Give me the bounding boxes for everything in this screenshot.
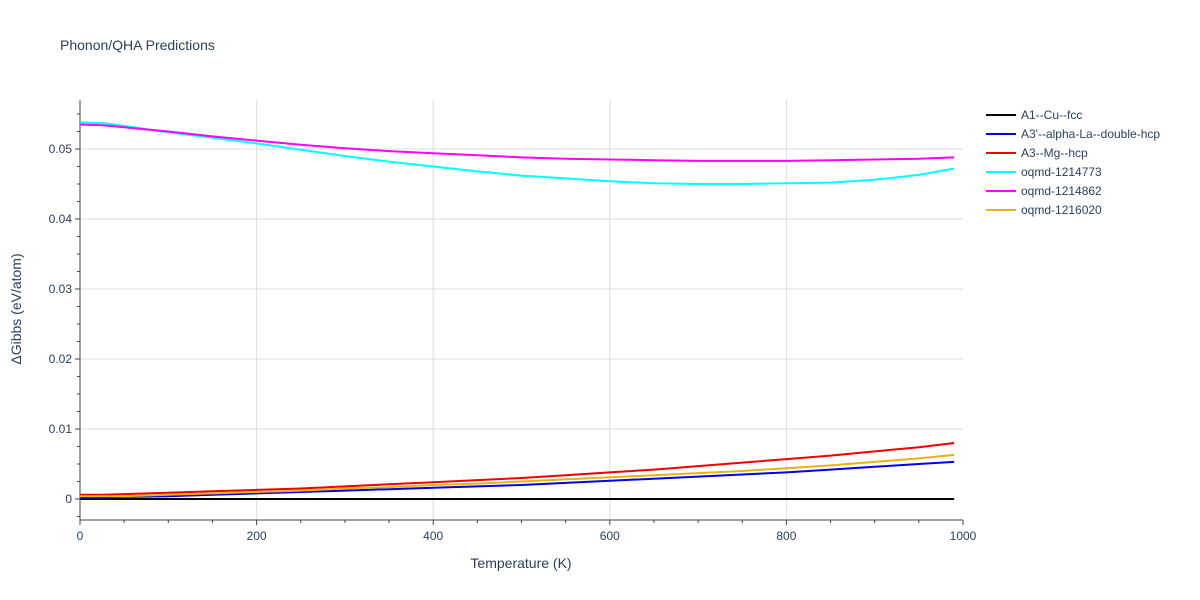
x-tick-label: 600: [600, 529, 620, 543]
legend-item[interactable]: oqmd-1216020: [986, 203, 1102, 217]
x-tick-label: 0: [77, 529, 84, 543]
legend-label: A3'--alpha-La--double-hcp: [1021, 127, 1160, 141]
legend-label: oqmd-1216020: [1021, 203, 1102, 217]
legend-item[interactable]: A1--Cu--fcc: [986, 108, 1082, 122]
legend-label: A1--Cu--fcc: [1021, 108, 1082, 122]
series-line-5: [79, 123, 955, 162]
legend-label: oqmd-1214773: [1021, 165, 1102, 179]
y-tick-label: 0.04: [49, 212, 73, 226]
series-lines: [79, 121, 955, 500]
y-tick-label: 0.05: [49, 142, 73, 156]
y-tick-label: 0.01: [49, 422, 73, 436]
legend[interactable]: A1--Cu--fcc A3'--alpha-La--double-hcp A3--…: [986, 108, 1160, 217]
y-tick-label: 0.03: [49, 282, 73, 296]
y-tick-label: 0.02: [49, 352, 73, 366]
chart-title: Phonon/QHA Predictions: [60, 37, 215, 53]
series-line-6: [80, 453, 955, 498]
legend-label: A3--Mg--hcp: [1021, 146, 1088, 160]
series-line-3: [80, 442, 955, 496]
series-line-2: [80, 460, 955, 499]
legend-label: oqmd-1214862: [1021, 184, 1102, 198]
x-tick-label: 200: [247, 529, 267, 543]
legend-item[interactable]: A3--Mg--hcp: [986, 146, 1088, 160]
series-line-4: [79, 121, 955, 185]
x-tick-label: 1000: [950, 529, 977, 543]
y-tick-label: 0: [65, 492, 72, 506]
legend-item[interactable]: oqmd-1214862: [986, 184, 1102, 198]
y-axis-title: ΔGibbs (eV/atom): [8, 253, 24, 364]
grid: [80, 100, 963, 520]
axes: 0 200 400 600 800 1000 0 0.01 0.02 0.03 0.04 0.05: [49, 100, 977, 543]
x-axis-title: Temperature (K): [470, 555, 571, 571]
x-tick-label: 800: [776, 529, 796, 543]
legend-item[interactable]: A3'--alpha-La--double-hcp: [986, 127, 1160, 141]
x-tick-label: 400: [423, 529, 443, 543]
legend-item[interactable]: oqmd-1214773: [986, 165, 1102, 179]
